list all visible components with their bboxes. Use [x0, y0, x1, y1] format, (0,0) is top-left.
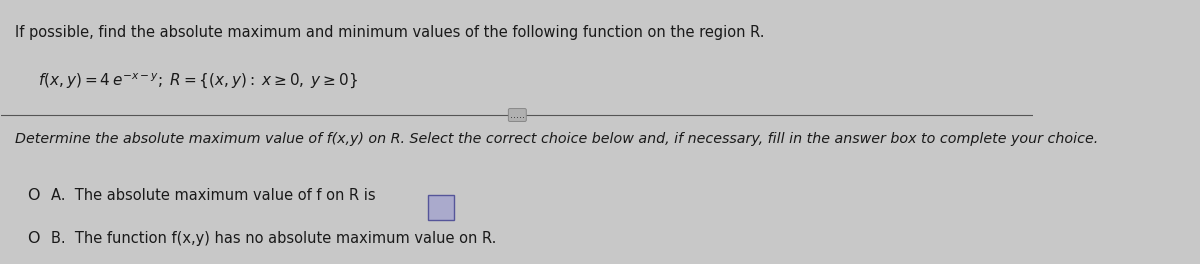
Text: O: O: [28, 231, 40, 246]
Text: B.  The function f(x,y) has no absolute maximum value on R.: B. The function f(x,y) has no absolute m…: [50, 231, 497, 246]
FancyBboxPatch shape: [427, 195, 455, 220]
Text: If possible, find the absolute maximum and minimum values of the following funct: If possible, find the absolute maximum a…: [14, 25, 764, 40]
Text: O: O: [28, 188, 40, 203]
Text: A.  The absolute maximum value of f on R is: A. The absolute maximum value of f on R …: [50, 188, 376, 203]
Text: $f(x,y)=4\,e^{-x-y}$$;\; R=\{(x,y):\; x\geq 0,\; y\geq 0\}$: $f(x,y)=4\,e^{-x-y}$$;\; R=\{(x,y):\; x\…: [37, 72, 358, 91]
Text: Determine the absolute maximum value of f(x,y) on R. Select the correct choice b: Determine the absolute maximum value of …: [14, 132, 1098, 146]
Text: .....: .....: [510, 110, 524, 120]
